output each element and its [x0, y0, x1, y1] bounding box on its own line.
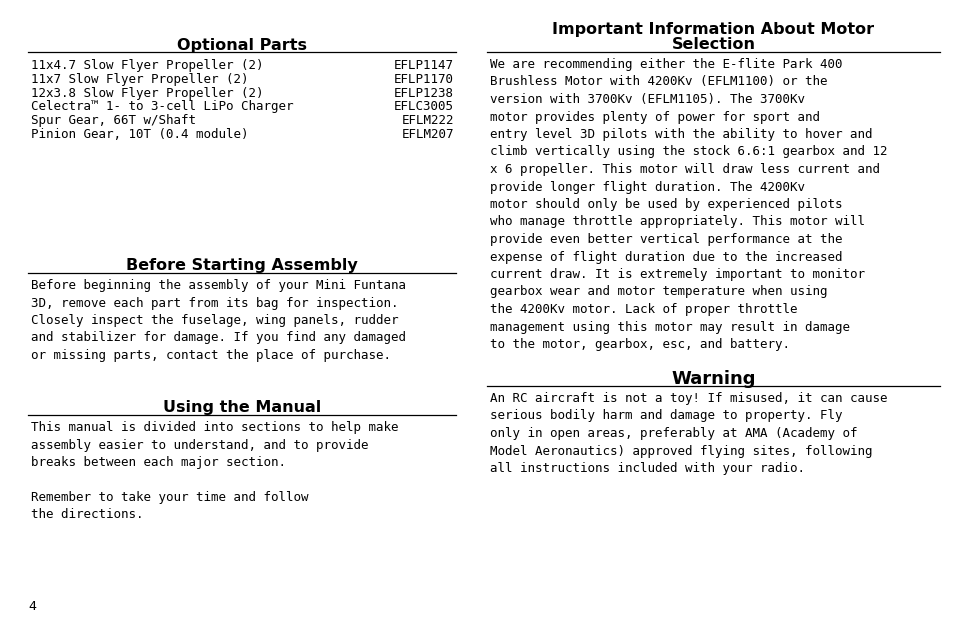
Text: Celectra™ 1- to 3-cell LiPo Charger: Celectra™ 1- to 3-cell LiPo Charger [30, 101, 294, 114]
Text: EFLP1147: EFLP1147 [394, 59, 454, 72]
Text: Spur Gear, 66T w/Shaft: Spur Gear, 66T w/Shaft [30, 114, 195, 127]
Text: This manual is divided into sections to help make
assembly easier to understand,: This manual is divided into sections to … [30, 421, 398, 521]
Text: EFLP1170: EFLP1170 [394, 73, 454, 86]
Text: We are recommending either the E-flite Park 400
Brushless Motor with 4200Kv (EFL: We are recommending either the E-flite P… [490, 58, 886, 351]
Text: 4: 4 [28, 600, 36, 613]
Text: 12x3.8 Slow Flyer Propeller (2): 12x3.8 Slow Flyer Propeller (2) [30, 86, 263, 99]
Text: Pinion Gear, 10T (0.4 module): Pinion Gear, 10T (0.4 module) [30, 128, 248, 141]
Text: EFLP1238: EFLP1238 [394, 86, 454, 99]
Text: EFLM207: EFLM207 [401, 128, 454, 141]
Text: Optional Parts: Optional Parts [177, 38, 307, 53]
Text: Selection: Selection [671, 37, 755, 52]
Text: EFLC3005: EFLC3005 [394, 101, 454, 114]
Text: Important Information About Motor: Important Information About Motor [552, 22, 874, 37]
Text: Before Starting Assembly: Before Starting Assembly [126, 258, 357, 273]
Text: Using the Manual: Using the Manual [163, 400, 321, 415]
Text: 11x4.7 Slow Flyer Propeller (2): 11x4.7 Slow Flyer Propeller (2) [30, 59, 263, 72]
Text: Before beginning the assembly of your Mini Funtana
3D, remove each part from its: Before beginning the assembly of your Mi… [30, 279, 406, 362]
Text: Warning: Warning [671, 370, 755, 388]
Text: An RC aircraft is not a toy! If misused, it can cause
serious bodily harm and da: An RC aircraft is not a toy! If misused,… [490, 392, 886, 475]
Text: EFLM222: EFLM222 [401, 114, 454, 127]
Text: 11x7 Slow Flyer Propeller (2): 11x7 Slow Flyer Propeller (2) [30, 73, 248, 86]
